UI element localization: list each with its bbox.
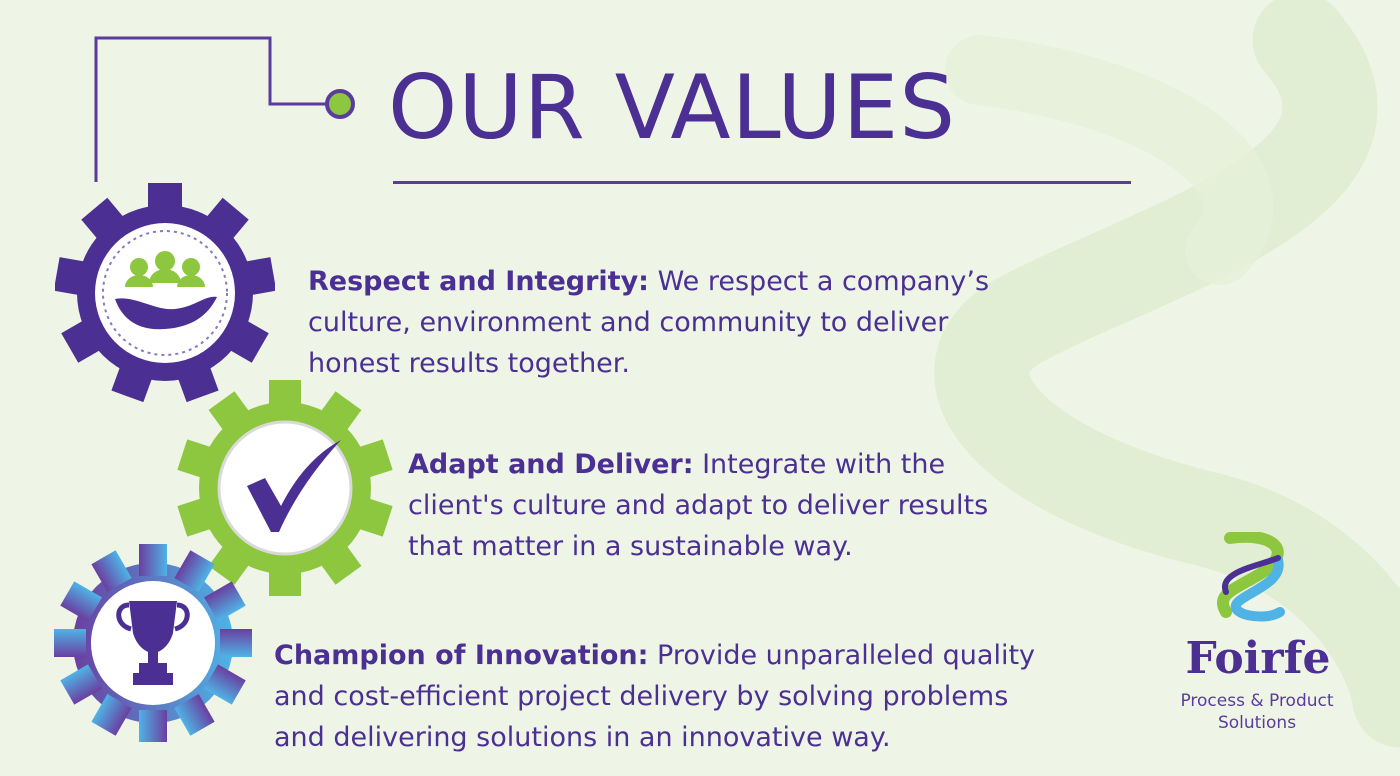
- title-underline: [393, 181, 1131, 184]
- value-champion-description: Provide unparalleled quality and cost-ef…: [274, 640, 1036, 753]
- gear-adapt: [177, 380, 393, 596]
- checkmark-icon: [247, 440, 341, 532]
- value-champion-text: Champion of Innovation: Provide unparall…: [274, 594, 1154, 758]
- trophy-icon: [116, 601, 190, 685]
- foirfe-logo-mark: [1217, 532, 1285, 622]
- logo-name: Foirfe: [1185, 633, 1331, 684]
- value-respect-description: We respect a company’s culture, environm…: [308, 266, 990, 379]
- value-champion-label: Champion of Innovation:: [274, 640, 649, 671]
- value-adapt-description: Integrate with the client's culture and …: [408, 449, 989, 562]
- value-respect-label: Respect and Integrity:: [308, 266, 649, 297]
- value-respect-text: Respect and Integrity: We respect a comp…: [308, 220, 1108, 384]
- value-adapt-text: Adapt and Deliver: Integrate with the cl…: [408, 403, 1168, 567]
- value-adapt-label: Adapt and Deliver:: [408, 449, 694, 480]
- page-title: OUR VALUES: [388, 56, 957, 159]
- gear-champion: [54, 544, 252, 742]
- hands-people-icon: [115, 251, 217, 330]
- gear-respect: [55, 183, 275, 403]
- logo-tagline: Process & Product Solutions: [1180, 691, 1334, 733]
